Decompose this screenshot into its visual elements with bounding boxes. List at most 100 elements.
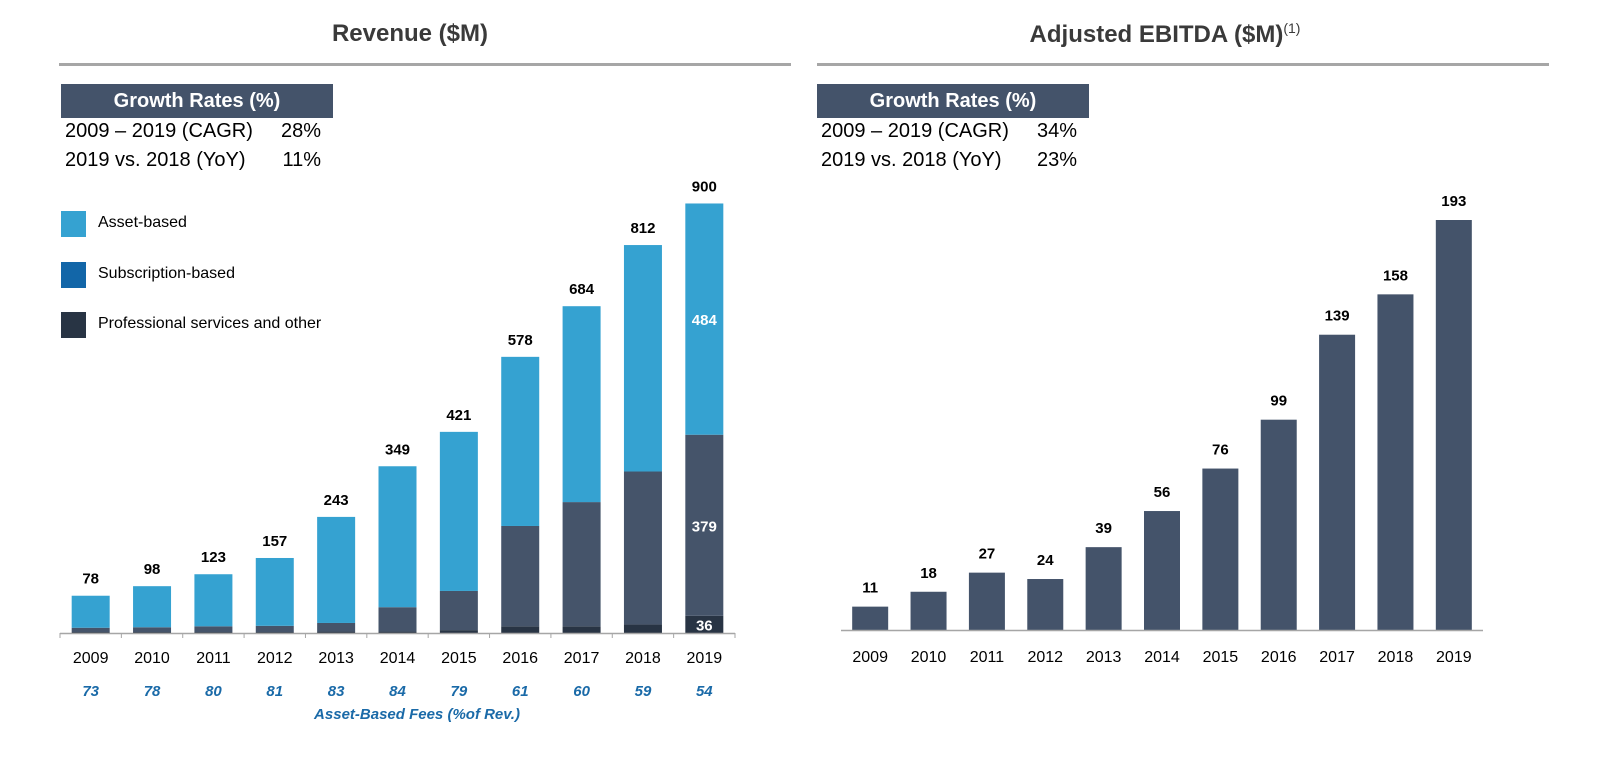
bar-segment-asset-based: [439, 431, 478, 591]
bar-segment-asset-based: [194, 574, 233, 627]
bar-total-label: 578: [508, 332, 533, 349]
bar-total-label: 243: [324, 492, 349, 509]
bar-value-label: 18: [920, 565, 937, 582]
asset-based-pct-label: 60: [573, 683, 590, 700]
segment-value-label: 36: [696, 617, 713, 634]
bar-value-label: 139: [1325, 308, 1350, 325]
x-tick-label: 2012: [1027, 649, 1063, 666]
x-tick-label: 2016: [502, 650, 538, 667]
bar-value-label: 27: [979, 546, 996, 563]
x-tick-label: 2013: [318, 650, 354, 667]
bar-segment-professional-services: [71, 632, 110, 633]
bar-segment-asset-based: [71, 595, 110, 628]
asset-based-pct-label: 59: [635, 683, 652, 700]
x-tick-label: 2010: [134, 650, 170, 667]
bar-segment-asset-based: [562, 306, 601, 503]
asset-based-pct-label: 79: [451, 683, 468, 700]
bar-value-label: 99: [1270, 393, 1287, 410]
asset-based-pct-label: 73: [82, 683, 99, 700]
bar-segment-subscription-based: [133, 627, 172, 633]
asset-based-pct-title: Asset-Based Fees (%of Rev.): [313, 706, 520, 723]
bar-segment-professional-services: [562, 626, 601, 633]
ebitda-bar: [852, 606, 889, 630]
ebitda-bar: [1435, 220, 1472, 630]
x-tick-label: 2019: [687, 650, 723, 667]
bar-value-label: 39: [1095, 520, 1112, 537]
ebitda-growth-header: Growth Rates (%): [817, 84, 1089, 118]
bar-total-label: 98: [144, 561, 161, 578]
bar-segment-subscription-based: [71, 627, 110, 633]
ebitda-growth-row: 2009 – 2019 (CAGR) 34%: [821, 120, 1077, 146]
bar-value-label: 24: [1037, 552, 1054, 569]
x-tick-label: 2017: [1319, 649, 1355, 666]
bar-total-label: 157: [262, 533, 287, 550]
x-tick-label: 2009: [73, 650, 109, 667]
legend-swatch-asset-based: [61, 211, 86, 237]
asset-based-pct-label: 83: [328, 683, 345, 700]
ebitda-growth-label: 2009 – 2019 (CAGR): [821, 120, 1009, 142]
ebitda-title: Adjusted EBITDA ($M)(1): [900, 20, 1430, 49]
legend-label: Asset-based: [98, 214, 187, 231]
revenue-growth-value: 28%: [280, 120, 321, 142]
bar-total-label: 812: [630, 220, 655, 237]
asset-based-pct-label: 80: [205, 683, 222, 700]
ebitda-bar: [1202, 468, 1239, 630]
bar-segment-subscription-based: [194, 626, 233, 633]
bar-segment-subscription-based: [439, 590, 478, 631]
x-tick-label: 2015: [1203, 649, 1239, 666]
revenue-growth-label: 2009 – 2019 (CAGR): [65, 120, 253, 142]
x-tick-label: 2009: [852, 649, 888, 666]
ebitda-title-footnote: (1): [1283, 20, 1301, 36]
bar-segment-professional-services: [194, 632, 233, 633]
bar-segment-subscription-based: [685, 434, 724, 616]
bar-value-label: 11: [862, 580, 878, 597]
ebitda-bar: [910, 591, 947, 630]
bar-segment-subscription-based: [501, 525, 540, 627]
bar-total-label: 123: [201, 549, 226, 566]
bar-segment-asset-based: [255, 557, 294, 626]
legend-label: Professional services and other: [98, 315, 322, 332]
revenue-growth-label: 2019 vs. 2018 (YoY): [65, 149, 246, 171]
bar-segment-professional-services: [623, 624, 662, 633]
asset-based-pct-label: 61: [512, 683, 529, 700]
asset-based-pct-label: 81: [266, 683, 283, 700]
revenue-title-rule: [59, 63, 791, 66]
asset-based-pct-label: 54: [696, 683, 713, 700]
x-tick-label: 2018: [625, 650, 661, 667]
revenue-chart: 78 2009 73 98 2010 78 123 2011 80 157 2012 81 243 201…: [59, 178, 736, 723]
ebitda-bar: [968, 572, 1005, 630]
bar-segment-professional-services: [317, 631, 356, 633]
legend-swatch-subscription-based: [61, 262, 86, 288]
x-tick-label: 2010: [911, 649, 947, 666]
bar-segment-asset-based: [317, 516, 356, 623]
bar-total-label: 78: [82, 571, 99, 588]
bar-segment-asset-based: [378, 466, 417, 608]
asset-based-pct-label: 84: [389, 683, 406, 700]
legend-swatch-professional-services: [61, 312, 86, 338]
ebitda-bar: [1027, 579, 1064, 630]
bar-segment-professional-services: [133, 632, 172, 633]
segment-value-label: 379: [692, 518, 717, 535]
x-tick-label: 2018: [1378, 649, 1414, 666]
x-tick-label: 2013: [1086, 649, 1122, 666]
bar-total-label: 349: [385, 441, 410, 458]
ebitda-title-rule: [817, 63, 1549, 66]
legend-label: Subscription-based: [98, 265, 235, 282]
ebitda-growth-label: 2019 vs. 2018 (YoY): [821, 149, 1002, 171]
bar-segment-asset-based: [685, 203, 724, 435]
bar-segment-subscription-based: [255, 625, 294, 633]
x-tick-label: 2011: [970, 649, 1005, 666]
bar-total-label: 421: [446, 407, 471, 424]
x-tick-label: 2015: [441, 650, 477, 667]
bar-segment-professional-services: [685, 615, 724, 633]
ebitda-bar: [1085, 547, 1122, 630]
x-tick-label: 2016: [1261, 649, 1297, 666]
x-tick-label: 2014: [1144, 649, 1180, 666]
ebitda-bar: [1260, 419, 1297, 630]
x-tick-label: 2017: [564, 650, 600, 667]
bar-segment-professional-services: [439, 630, 478, 633]
bar-total-label: 900: [692, 178, 717, 195]
bar-segment-subscription-based: [623, 471, 662, 625]
ebitda-bar: [1377, 294, 1414, 630]
bar-value-label: 193: [1441, 193, 1466, 210]
